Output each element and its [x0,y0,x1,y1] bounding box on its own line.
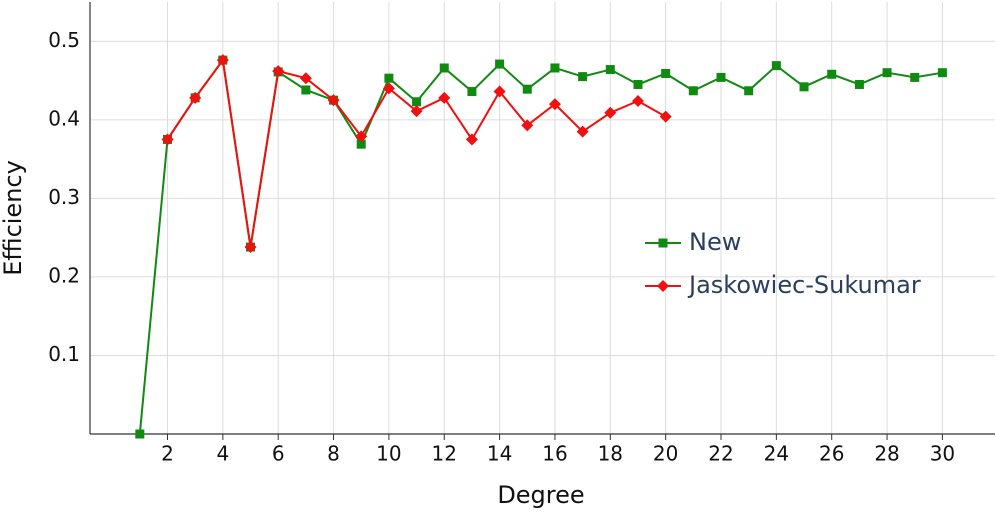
point [550,63,560,73]
point [799,82,809,92]
x-tick-label: 30 [930,442,955,466]
point [135,429,145,439]
point [631,94,644,107]
point [467,87,477,97]
point [521,119,534,132]
point [438,91,451,104]
point [244,241,257,254]
x-tick-label: 26 [819,442,844,466]
point [272,65,285,78]
point [659,110,672,123]
point [744,86,754,96]
point [882,68,892,78]
x-tick-label: 8 [327,442,340,466]
x-tick-label: 6 [272,442,285,466]
point [355,130,368,143]
series-line [166,57,667,248]
point [688,86,698,96]
y-tick-label: 0.4 [48,106,80,130]
y-tick-label: 0.3 [48,185,80,209]
point [384,73,394,83]
point [522,84,532,94]
x-tick-label: 16 [542,442,567,466]
point [661,68,671,78]
x-axis-title: Degree [497,481,584,509]
x-tick-label: 10 [376,442,401,466]
x-tick-label: 4 [216,442,229,466]
x-tick-label: 20 [653,442,678,466]
point [382,82,395,95]
point [495,59,505,69]
point [161,133,174,146]
legend-label: Jaskowiec-Sukumar [687,271,921,299]
series-line [138,57,943,435]
point [854,79,864,89]
point [604,106,617,119]
point [910,72,920,82]
point [216,54,229,67]
point [301,85,311,95]
x-tick-label: 22 [708,442,733,466]
point [299,72,312,85]
x-tick-label: 12 [432,442,457,466]
legend-marker [657,280,669,292]
point [716,72,726,82]
point [356,139,366,149]
point [465,133,478,146]
point [548,98,561,111]
legend-marker [658,238,668,248]
point [410,105,423,118]
point [578,72,588,82]
point [605,65,615,75]
x-tick-label: 24 [764,442,789,466]
point [771,61,781,71]
x-tick-label: 18 [598,442,623,466]
point [439,63,449,73]
point [937,68,947,78]
x-tick-label: 28 [874,442,899,466]
x-tick-label: 14 [487,442,512,466]
point [493,85,506,98]
point [827,69,837,79]
y-axis-title: Efficiency [0,160,27,276]
point [189,91,202,104]
y-tick-label: 0.5 [48,28,80,52]
x-tick-label: 2 [161,442,174,466]
point [633,79,643,89]
point [327,94,340,107]
y-tick-label: 0.2 [48,263,80,287]
point [412,97,422,107]
point [576,125,589,138]
legend-label: New [689,228,741,256]
y-tick-label: 0.1 [48,342,80,366]
